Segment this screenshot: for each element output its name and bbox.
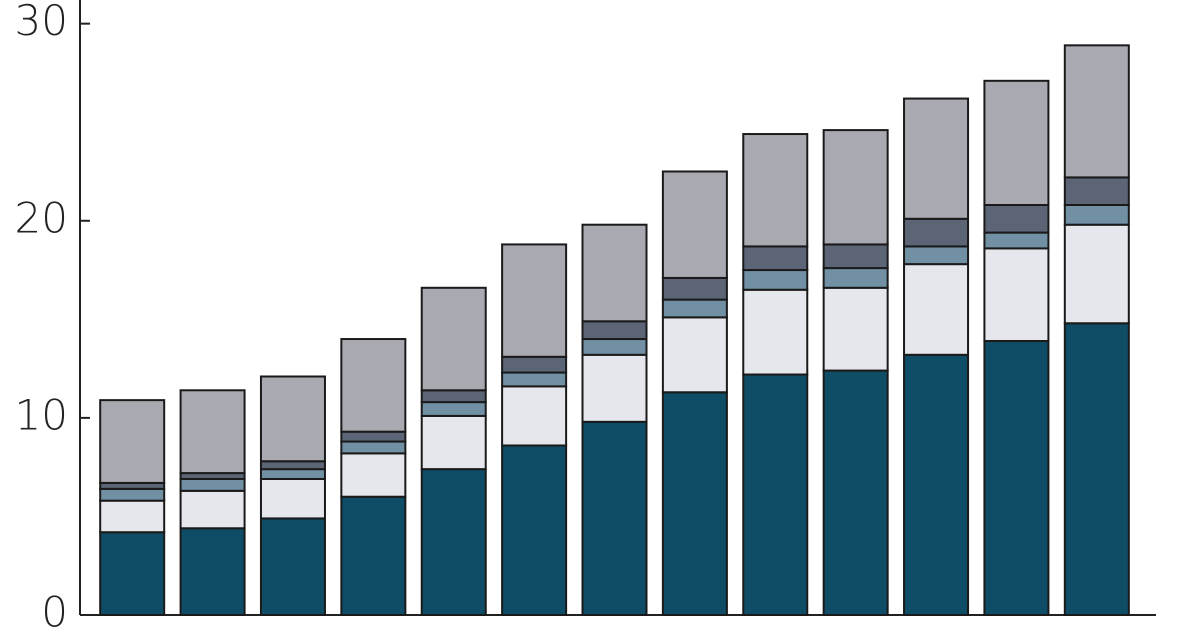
bar-segment bbox=[340, 430, 407, 443]
bar-segment bbox=[903, 245, 970, 266]
bar-segment bbox=[983, 231, 1050, 250]
bar-segment bbox=[581, 338, 648, 356]
bar-segment bbox=[822, 129, 889, 246]
bar-segment bbox=[99, 487, 166, 502]
bar-segment bbox=[501, 444, 568, 616]
bar-segment bbox=[661, 276, 728, 301]
bar-segment bbox=[822, 286, 889, 372]
bar-segment bbox=[501, 243, 568, 358]
bar-segment bbox=[661, 170, 728, 279]
bar-segment bbox=[340, 452, 407, 498]
bar-segment bbox=[340, 338, 407, 433]
bar-segment bbox=[661, 316, 728, 394]
bar-segment bbox=[983, 79, 1050, 206]
bar-segment bbox=[903, 217, 970, 248]
y-tick-label: 30 bbox=[15, 0, 68, 45]
bar-segment bbox=[581, 320, 648, 341]
bar-segment bbox=[742, 245, 809, 272]
bar-segment bbox=[822, 267, 889, 289]
bar-segment bbox=[179, 489, 246, 530]
bar-segment bbox=[179, 389, 246, 475]
bar-segment bbox=[1063, 176, 1130, 206]
bar-segment bbox=[99, 531, 166, 617]
bar-segment bbox=[742, 373, 809, 616]
bar-segment bbox=[501, 385, 568, 447]
bar-segment bbox=[1063, 204, 1130, 226]
bar-segment bbox=[179, 477, 246, 492]
bar-segment bbox=[983, 247, 1050, 343]
bar-segment bbox=[822, 243, 889, 270]
bar-segment bbox=[903, 263, 970, 356]
bar-segment bbox=[420, 414, 487, 471]
bar-segment bbox=[420, 389, 487, 404]
bar-segment bbox=[259, 460, 326, 471]
bar-segment bbox=[179, 527, 246, 616]
bar-segment bbox=[903, 97, 970, 220]
bar-segment bbox=[420, 401, 487, 417]
bar-segment bbox=[420, 468, 487, 616]
bar-segment bbox=[661, 298, 728, 319]
bar-segment bbox=[259, 517, 326, 616]
bar-segment bbox=[581, 353, 648, 423]
bar-segment bbox=[661, 391, 728, 616]
bar-segment bbox=[340, 440, 407, 455]
bar-segment bbox=[259, 477, 326, 520]
bar-segment bbox=[501, 371, 568, 388]
bar-segment bbox=[742, 288, 809, 376]
bar-segment bbox=[340, 495, 407, 617]
bar-segment bbox=[501, 355, 568, 374]
y-tick-label: 0 bbox=[41, 588, 68, 630]
bar-segment bbox=[259, 375, 326, 463]
bar-segment bbox=[903, 353, 970, 616]
y-tick-label: 20 bbox=[15, 193, 68, 242]
y-tick-label: 10 bbox=[15, 390, 68, 439]
bar-segment bbox=[742, 133, 809, 248]
bar-segment bbox=[1063, 44, 1130, 179]
bar-segment bbox=[420, 286, 487, 392]
bar-segment bbox=[581, 420, 648, 617]
bar-segment bbox=[1063, 223, 1130, 325]
bar-segment bbox=[581, 223, 648, 323]
bar-segment bbox=[99, 399, 166, 484]
bar-segment bbox=[1063, 322, 1130, 616]
bar-segment bbox=[983, 204, 1050, 234]
bar-segment bbox=[259, 468, 326, 480]
bar-segment bbox=[983, 340, 1050, 616]
bar-segment bbox=[742, 269, 809, 291]
bar-segment bbox=[99, 499, 166, 534]
bar-segment bbox=[822, 369, 889, 617]
